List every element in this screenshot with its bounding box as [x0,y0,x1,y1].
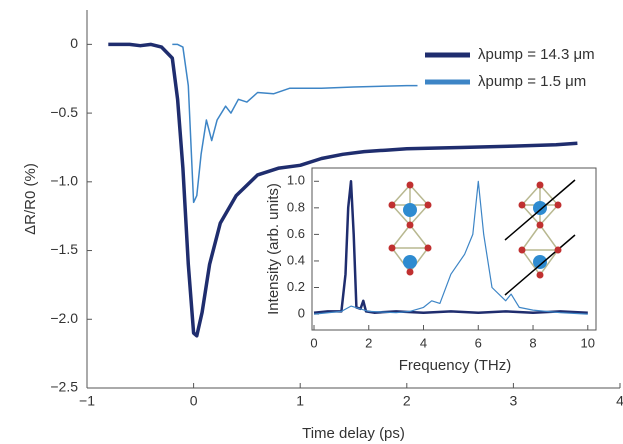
x-axis-label: Frequency (THz) [399,357,512,374]
atom [403,255,417,269]
crystal-illustrations [388,179,576,296]
atom [533,255,547,269]
legend-label: λpump = 14.3 μm [478,46,595,63]
atom [533,201,547,215]
y-axis-label: Intensity (arb. units) [265,183,282,315]
y-tick-label: 0 [70,35,78,51]
rotation-axis [504,179,576,296]
x-tick-label: 0 [190,393,198,409]
data-line [172,43,418,204]
y-tick-label: 1.0 [287,173,305,188]
oxygen-atoms [388,181,562,279]
data-line [313,180,588,314]
y-tick-label: −1.5 [50,241,78,257]
y-tick-label: −0.5 [50,104,78,120]
x-tick-label: 4 [420,335,427,350]
x-tick-label: 4 [616,393,623,409]
y-tick-label: 0.4 [287,252,305,267]
x-tick-label: 1 [296,393,304,409]
x-tick-label: −1 [79,393,95,409]
atom [403,203,417,217]
y-axis-label: ΔR/R0 (%) [22,163,39,235]
x-tick-label: 8 [529,335,536,350]
y-tick-label: −1.0 [50,173,78,189]
x-tick-label: 0 [310,335,317,350]
x-tick-label: 3 [510,393,518,409]
y-tick-label: 0.2 [287,279,305,294]
y-tick-label: −2.5 [50,379,78,395]
y-tick-label: 0.8 [287,199,305,214]
x-tick-label: 2 [403,393,411,409]
y-tick-label: 0.6 [287,226,305,241]
main-chart: −1 0 1 2 3 4 0 −0.5 −1.0 −1.5 −2.0 −2.5 Time delay (… [22,10,623,442]
y-tick-label: 0 [298,306,305,321]
x-axis-label: Time delay (ps) [302,425,405,442]
legend-label: λpump = 1.5 μm [478,73,586,90]
x-tick-label: 10 [581,335,595,350]
data-line [313,180,588,315]
data-line [108,42,578,338]
y-tick-label: −2.0 [50,310,78,326]
x-tick-label: 2 [365,335,372,350]
x-tick-label: 6 [475,335,482,350]
inset-chart: 0 2 4 6 8 10 0 0.2 0.4 0.6 0.8 1.0 Frequency (THz) In… [265,167,597,374]
